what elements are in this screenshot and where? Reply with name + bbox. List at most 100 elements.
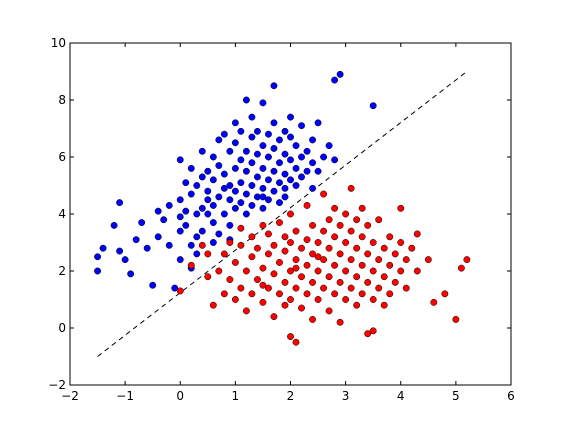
data-point xyxy=(187,164,195,172)
data-point xyxy=(298,153,305,161)
data-point xyxy=(457,264,465,272)
data-point xyxy=(182,179,190,187)
data-point xyxy=(231,164,239,172)
data-point xyxy=(276,159,283,167)
data-point xyxy=(292,142,300,150)
data-point xyxy=(270,119,278,127)
y-tick-label: 8 xyxy=(58,93,66,107)
data-point xyxy=(386,261,394,269)
data-point xyxy=(281,193,289,201)
data-point xyxy=(281,184,289,192)
data-point xyxy=(325,244,333,252)
data-point xyxy=(237,179,245,187)
data-point xyxy=(292,182,300,189)
data-point xyxy=(265,196,272,204)
data-point xyxy=(209,153,217,161)
data-point xyxy=(391,250,399,258)
data-point xyxy=(309,184,316,192)
data-point xyxy=(220,184,228,192)
data-point xyxy=(353,244,361,252)
data-point xyxy=(209,301,217,309)
data-point xyxy=(309,159,316,167)
data-point xyxy=(265,130,272,138)
data-point xyxy=(226,182,234,189)
data-point xyxy=(276,136,283,144)
decision-boundary-line xyxy=(97,71,468,357)
data-point xyxy=(226,221,234,229)
data-point xyxy=(171,284,179,292)
data-point xyxy=(336,221,344,229)
data-point xyxy=(116,247,124,255)
data-point xyxy=(248,159,256,167)
data-point xyxy=(320,190,328,198)
data-point xyxy=(231,119,239,127)
data-point xyxy=(320,256,328,264)
data-point xyxy=(413,230,421,238)
data-point xyxy=(242,307,250,315)
data-point xyxy=(298,304,305,312)
series-0 xyxy=(94,70,377,292)
data-point xyxy=(110,221,118,229)
data-point xyxy=(287,176,294,184)
data-point xyxy=(226,276,234,283)
data-point xyxy=(265,153,272,161)
data-point xyxy=(220,130,228,138)
data-point xyxy=(314,239,322,246)
data-point xyxy=(309,278,316,286)
y-tick-label: 10 xyxy=(51,36,66,50)
y-tick-label: 6 xyxy=(58,150,66,164)
data-point xyxy=(248,202,256,209)
x-tick-label: 2 xyxy=(287,389,295,403)
data-point xyxy=(253,150,261,158)
data-point xyxy=(298,244,305,252)
data-point xyxy=(209,219,217,227)
data-point xyxy=(375,256,383,264)
data-point xyxy=(287,333,294,340)
data-point xyxy=(121,256,129,264)
data-point xyxy=(314,296,322,303)
data-point xyxy=(226,196,234,204)
data-point xyxy=(358,261,366,269)
data-point xyxy=(364,330,372,338)
data-point xyxy=(259,264,267,272)
data-point xyxy=(231,139,239,147)
data-point xyxy=(303,261,311,269)
data-point xyxy=(281,247,289,255)
data-point xyxy=(198,241,206,249)
data-point xyxy=(375,216,383,224)
data-point xyxy=(347,227,355,235)
x-tick-label: 1 xyxy=(232,389,240,403)
data-point xyxy=(187,190,195,198)
data-point xyxy=(287,133,294,141)
data-point xyxy=(215,267,223,275)
data-point xyxy=(386,233,394,241)
data-point xyxy=(292,227,300,235)
data-point xyxy=(276,290,283,298)
data-point xyxy=(242,190,250,198)
data-point xyxy=(259,193,267,201)
x-tick-label: −2 xyxy=(61,389,79,403)
data-point xyxy=(320,153,328,161)
data-point xyxy=(303,167,311,175)
data-point xyxy=(220,170,228,178)
data-point xyxy=(325,307,333,315)
data-point xyxy=(292,264,300,272)
data-point xyxy=(314,267,322,275)
data-point xyxy=(347,284,355,292)
data-point xyxy=(259,184,267,192)
data-point xyxy=(281,301,289,309)
data-point xyxy=(369,296,377,303)
x-tick-label: −1 xyxy=(116,389,134,403)
data-point xyxy=(209,239,217,246)
data-point xyxy=(292,256,300,264)
data-point xyxy=(242,267,250,275)
data-point xyxy=(402,284,410,292)
data-point xyxy=(364,221,372,229)
data-point xyxy=(165,202,173,209)
data-point xyxy=(99,244,107,252)
data-point xyxy=(331,233,339,241)
data-point xyxy=(143,244,151,252)
data-point xyxy=(270,187,278,195)
data-point xyxy=(226,239,234,246)
data-point xyxy=(353,216,361,224)
